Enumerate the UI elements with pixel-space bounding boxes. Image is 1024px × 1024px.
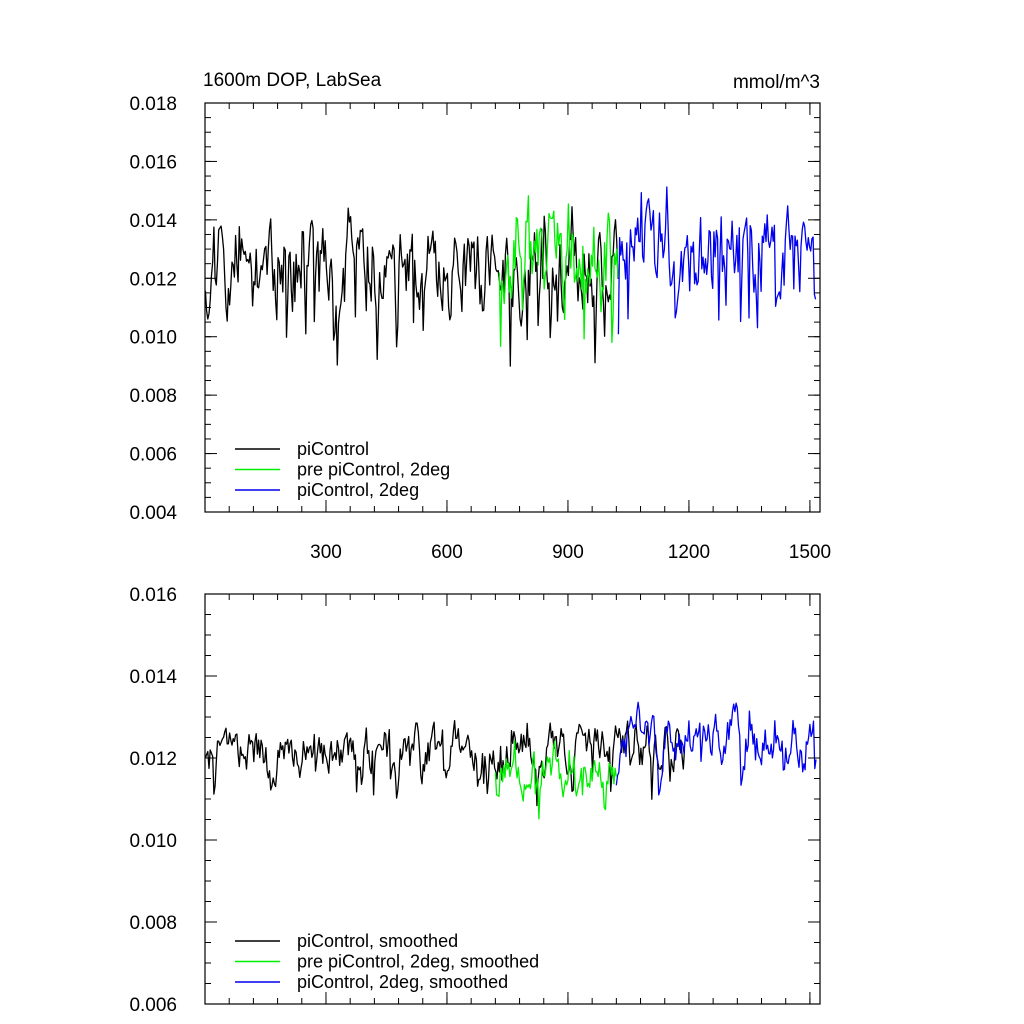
top-ticks-group: 0.004 0.006 0.008 0.010 0.012 0.014 0.016 0.018… [129,94,831,563]
bottom-legend-label-2: pre piControl, 2deg, smoothed [297,952,539,972]
bottom-ytick-label: 0.012 [129,749,177,770]
bottom-ticks-group: 0.006 0.008 0.010 0.012 0.014 0.016 [129,585,820,1016]
top-ytick-label: 0.016 [129,152,177,173]
bottom-ytick-label: 0.014 [129,667,177,688]
top-ytick-label: 0.014 [129,211,177,232]
top-ytick-label: 0.008 [129,386,177,407]
top-ytick-label: 0.012 [129,269,177,290]
bottom-series-group [204,701,817,820]
bottom-legend-label-1: piControl, smoothed [297,931,458,951]
bottom-series-line-3 [615,701,817,796]
top-series-line-2 [498,195,619,347]
top-xtick-label: 900 [552,542,584,563]
top-series-line-1 [204,206,619,367]
top-series-line-3 [617,186,817,335]
top-ytick-label: 0.018 [129,94,177,115]
top-xtick-label: 300 [310,542,342,563]
top-xtick-label: 1500 [789,542,831,563]
top-series-group [204,186,817,367]
bottom-ytick-label: 0.016 [129,585,177,606]
top-legend-label-1: piControl [297,439,369,459]
top-title-left: 1600m DOP, LabSea [203,70,382,91]
top-legend-label-3: piControl, 2deg [297,480,419,500]
top-panel: 1600m DOP, LabSea mmol/m^3 0.0040.0060.0… [129,70,831,563]
top-legend-label-2: pre piControl, 2deg [297,460,450,480]
bottom-panel: 0.006 0.008 0.010 0.012 0.014 0.016 piControl… [129,585,821,1016]
top-ytick-label: 0.010 [129,328,177,349]
top-xtick-label: 1200 [668,542,710,563]
bottom-ytick-label: 0.008 [129,913,177,934]
top-ytick-label: 0.004 [129,503,177,524]
top-xtick-label: 600 [431,542,463,563]
bottom-ytick-label: 0.010 [129,831,177,852]
bottom-series-line-1 [204,719,686,807]
top-title-right: mmol/m^3 [733,72,820,93]
bottom-series-line-2 [494,740,617,820]
top-ytick-label: 0.006 [129,445,177,466]
bottom-legend-label-3: piControl, 2deg, smoothed [297,972,508,992]
bottom-ytick-label: 0.006 [129,995,177,1016]
